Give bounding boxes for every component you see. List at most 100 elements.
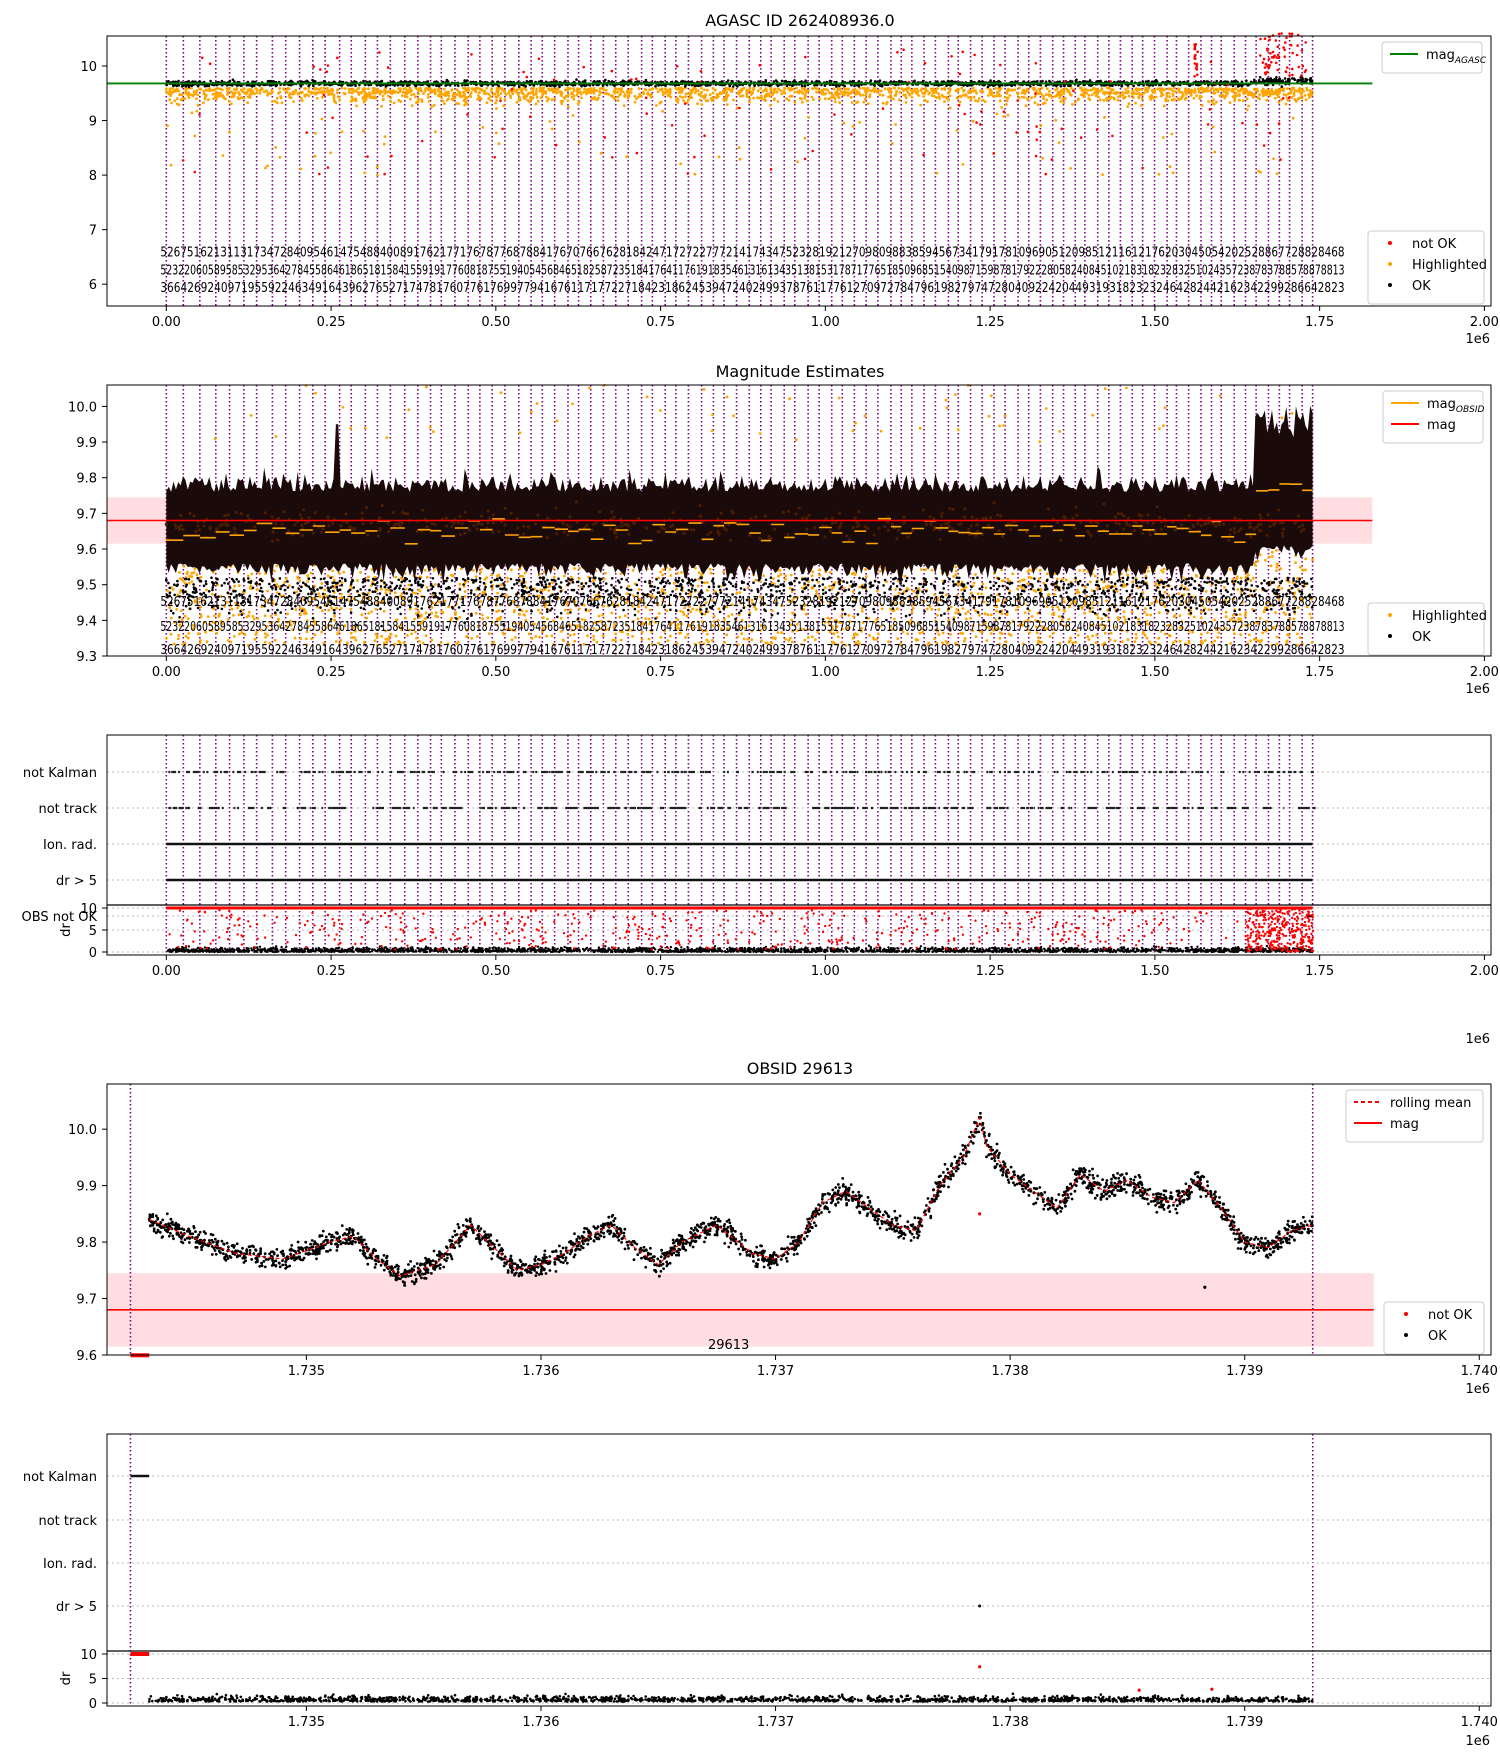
- panel3-flag-markers: [168, 770, 1316, 810]
- panel1-x-multiplier: 1e6: [1465, 332, 1490, 347]
- panel2-legend-top-entry-sub: OBSID: [1456, 405, 1485, 415]
- panel4-ytick-label: 9.8: [76, 1236, 97, 1251]
- panel3-xtick-label: 1.00: [811, 964, 840, 979]
- panel2-title: Magnitude Estimates: [716, 362, 885, 381]
- panel4-obsid-label: 29613: [708, 1338, 749, 1353]
- panel2-ytick-label: 10.0: [68, 400, 97, 415]
- panel4-legend-bottom-entry: OK: [1428, 1329, 1447, 1344]
- panel4-legend-bottom: [1383, 1301, 1485, 1355]
- panel1-legend-bottom-entry: Highlighted: [1412, 258, 1487, 273]
- panel1-legend-bottom-swatch: [1388, 283, 1392, 287]
- panel2-xtick-label: 0.50: [481, 665, 510, 680]
- panel2-ytick-label: 9.6: [76, 543, 97, 558]
- panel1-legend-top: [1381, 41, 1483, 74]
- panel5-x-multiplier: 1e6: [1465, 1734, 1490, 1749]
- panel4-xtick-label: 1.735: [288, 1364, 325, 1379]
- panel5-dr-ytick-label: 5: [89, 1673, 97, 1688]
- panel1-xtick-label: 1.50: [1140, 315, 1169, 330]
- panel2-legend-bottom-swatch: [1388, 634, 1392, 638]
- panel5-dr-not-ok-point: [1210, 1687, 1214, 1691]
- panel2-mag-obsid-segments: [166, 483, 1313, 545]
- panel5-category-label: Ion. rad.: [43, 1557, 97, 1572]
- panel1-ytick-label: 10: [80, 60, 97, 75]
- panel1-ytick-label: 9: [89, 115, 97, 130]
- panel1-ytick-label: 6: [89, 278, 97, 293]
- panel4-title: OBSID 29613: [747, 1059, 853, 1078]
- panel2-xtick-label: 1.25: [976, 665, 1005, 680]
- panel3-frame: [106, 734, 1492, 956]
- panel4-ok-outlier: [1203, 1285, 1207, 1289]
- panel1-legend-bottom-swatch: [1388, 241, 1392, 245]
- panel1-agasc-plot: 5267516213113173472840954614754884008917…: [80, 32, 1499, 330]
- panel4-obsid-plot: 29613 1.735 1.736 1.737 1.738 1.739 1.740 9.6 9.…: [68, 1083, 1498, 1379]
- panel1-obsid-label-row: 5232206058958532953642784558646186518158…: [160, 263, 1344, 278]
- panel1-legend-bottom-swatch: [1388, 262, 1392, 266]
- panel3-dr-not-ok-points: [168, 906, 1315, 954]
- panel4-legend-top-entry: mag: [1390, 1117, 1419, 1132]
- panel3-dr-ylabel: dr: [59, 923, 74, 937]
- panel2-x-multiplier: 1e6: [1465, 682, 1490, 697]
- panel5-category-label: dr > 5: [56, 1600, 97, 1615]
- panel3-dr-ytick-label: 5: [89, 924, 97, 939]
- panel4-xtick-label: 1.740: [1461, 1364, 1498, 1379]
- panel2-frame: [106, 384, 1492, 657]
- panel5-dr-ytick-label: 10: [80, 1648, 97, 1663]
- panel2-legend-bottom-entry: Highlighted: [1412, 609, 1487, 624]
- panel3-xtick-label: 0.00: [152, 964, 181, 979]
- panel1-highlighted-points: [165, 86, 1314, 177]
- panel2-ytick-label: 9.8: [76, 472, 97, 487]
- panel2-xtick-label: 0.25: [317, 665, 346, 680]
- panel2-ytick-label: 9.7: [76, 507, 97, 522]
- panel1-xtick-label: 1.00: [811, 315, 840, 330]
- panel1-xtick-label: 1.25: [976, 315, 1005, 330]
- panel3-category-label: not track: [38, 802, 97, 817]
- panel3-dr-ok-points: [166, 944, 1314, 954]
- panel5-xtick-label: 1.736: [522, 1715, 559, 1730]
- panel1-obsid-label-row: 3664269240971955922463491643962765271747…: [160, 281, 1344, 296]
- panel5-xtick-label: 1.737: [757, 1715, 794, 1730]
- panel2-ytick-label: 9.4: [76, 614, 97, 629]
- panel2-ytick-label: 9.9: [76, 436, 97, 451]
- panel2-ytick-label: 9.5: [76, 579, 97, 594]
- panel1-xtick-label: 0.75: [646, 315, 675, 330]
- panel3-category-label: OBS not OK: [22, 910, 98, 925]
- panel1-xtick-label: 0.50: [481, 315, 510, 330]
- panel3-category-label: not Kalman: [23, 766, 97, 781]
- panel5-dr-flag-marker: [978, 1604, 982, 1608]
- panel3-dr-ytick-label: 0: [89, 946, 97, 961]
- panel5-frame: [106, 1433, 1492, 1707]
- panel1-not-ok-points: [181, 32, 1308, 176]
- panel4-rolling-mean-line: [148, 1115, 1313, 1277]
- panel4-xtick-label: 1.739: [1226, 1364, 1263, 1379]
- panel1-frame: [106, 35, 1492, 307]
- panel3-xtick-label: 0.75: [646, 964, 675, 979]
- panel2-xtick-label: 2.00: [1470, 665, 1499, 680]
- panel4-legend-bottom-swatch: [1404, 1312, 1408, 1316]
- panel1-xtick-label: 0.25: [317, 315, 346, 330]
- panel2-xtick-label: 0.75: [646, 665, 675, 680]
- panel5-xtick-label: 1.740: [1461, 1715, 1498, 1730]
- panel4-legend-top-entry: rolling mean: [1390, 1096, 1471, 1111]
- panel3-xtick-label: 1.50: [1140, 964, 1169, 979]
- panel1-legend-bottom: [1367, 230, 1485, 305]
- panel5-dr-ylabel: dr: [59, 1671, 74, 1685]
- panel2-legend-bottom: [1367, 602, 1485, 656]
- panel2-xtick-label: 1.50: [1140, 665, 1169, 680]
- panel4-not-ok-outlier: [978, 1212, 982, 1216]
- panel4-xtick-label: 1.738: [992, 1364, 1029, 1379]
- panel2-legend-top-entry: mag: [1427, 418, 1456, 433]
- panel2-ytick-label: 9.3: [76, 650, 97, 665]
- panel1-ytick-label: 8: [89, 169, 97, 184]
- panel1-xtick-label: 1.75: [1305, 315, 1334, 330]
- panel4-ytick-label: 9.7: [76, 1293, 97, 1308]
- panel3-xtick-label: 1.75: [1305, 964, 1334, 979]
- panel3-category-label: dr > 5: [56, 874, 97, 889]
- panel2-obsid-label-row: 3664269240971955922463491643962765271747…: [160, 643, 1344, 658]
- panel3-flags-plot: not Kalman not track Ion. rad. dr > 5 OBS no…: [22, 734, 1499, 979]
- panel5-dr-ok-points: [147, 1692, 1314, 1703]
- panel1-xtick-label: 0.00: [152, 315, 181, 330]
- panel2-magnitude-estimates-plot: 5267516213113173472840954614754884008917…: [68, 383, 1499, 680]
- panel1-legend-bottom-entry: OK: [1412, 279, 1431, 294]
